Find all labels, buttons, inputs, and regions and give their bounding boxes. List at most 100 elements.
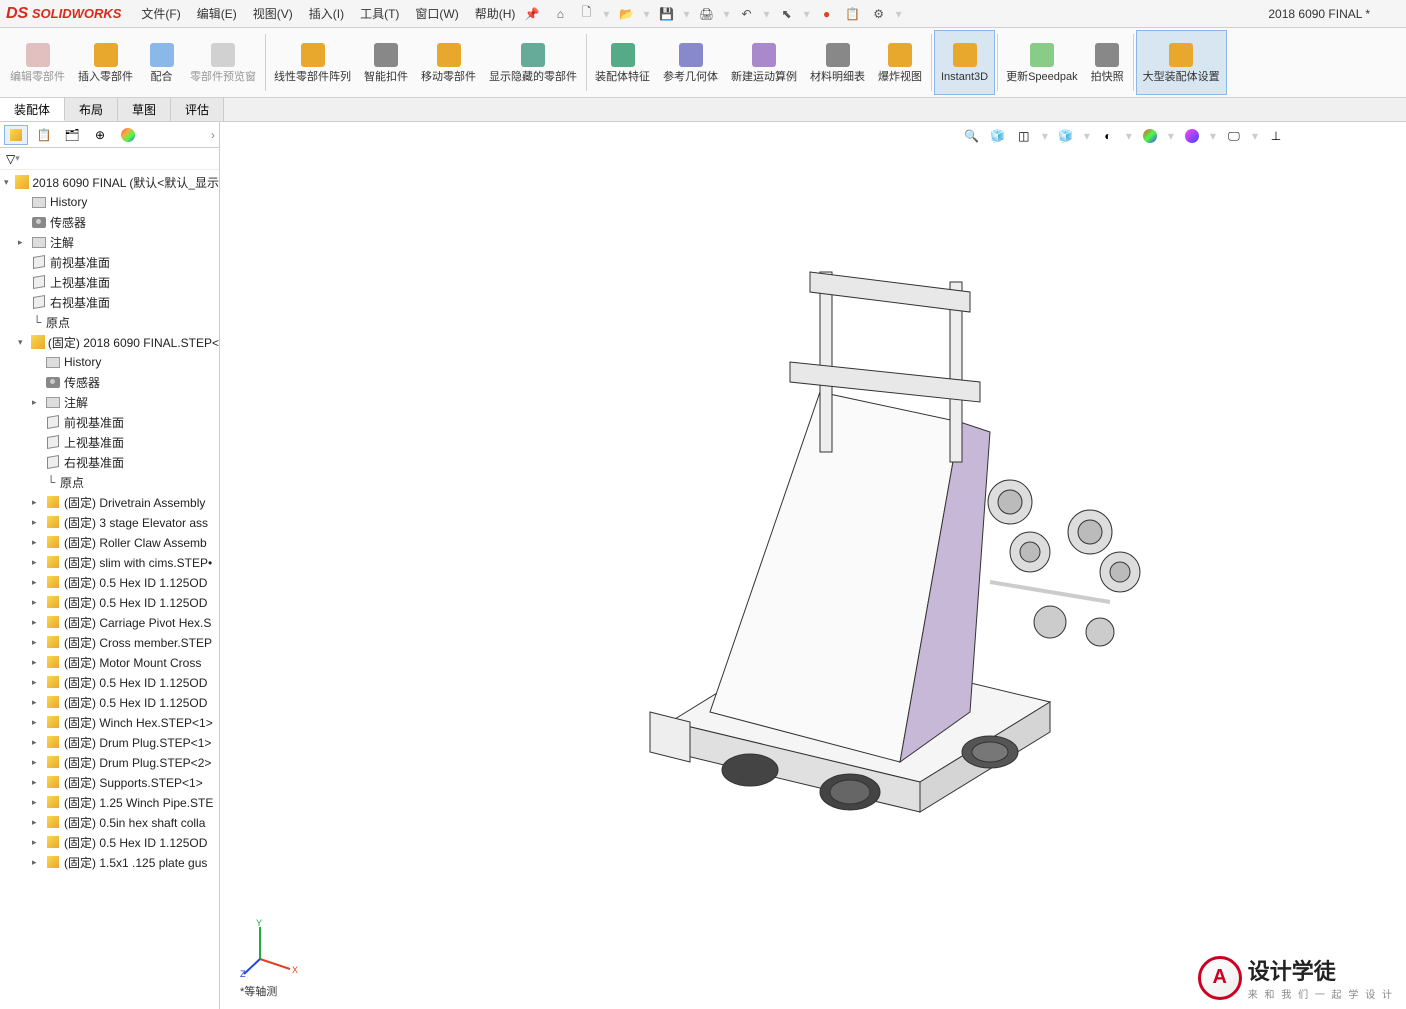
orient-icon[interactable]: 🧊 xyxy=(988,126,1008,146)
command-tab[interactable]: 评估 xyxy=(171,98,224,121)
property-tab[interactable]: 📋 xyxy=(32,125,56,145)
expander-icon[interactable]: ▸ xyxy=(32,657,42,668)
menu-item[interactable]: 窗口(W) xyxy=(407,5,466,22)
expander-icon[interactable]: ▸ xyxy=(18,237,28,248)
expander-icon[interactable]: ▸ xyxy=(32,797,42,808)
view-settings-icon[interactable]: 🖵 xyxy=(1224,126,1244,146)
tree-node[interactable]: 右视基准面 xyxy=(0,452,219,472)
expander-icon[interactable]: ▸ xyxy=(32,677,42,688)
hide-show-icon[interactable]: ⊥ xyxy=(1266,126,1286,146)
tree-node[interactable]: ▸(固定) slim with cims.STEP• xyxy=(0,552,219,572)
tree-node[interactable]: History xyxy=(0,192,219,212)
expander-icon[interactable]: ▾ xyxy=(18,337,27,348)
tree-node[interactable]: ▸(固定) 0.5 Hex ID 1.125OD xyxy=(0,672,219,692)
filter-icon[interactable]: ▽ xyxy=(6,152,15,166)
decal-icon[interactable] xyxy=(1182,126,1202,146)
expander-icon[interactable]: ▸ xyxy=(32,697,42,708)
ribbon-button[interactable]: 显示隐藏的零部件 xyxy=(483,30,584,95)
expander-icon[interactable]: ▸ xyxy=(32,717,42,728)
print-icon[interactable]: 🖨 xyxy=(698,5,716,23)
open-icon[interactable]: 📂 xyxy=(617,5,635,23)
ribbon-button[interactable]: 材料明细表 xyxy=(804,30,872,95)
new-icon[interactable]: 🗋 xyxy=(577,5,595,23)
expander-icon[interactable]: ▸ xyxy=(32,497,42,508)
save-icon[interactable]: 💾 xyxy=(657,5,675,23)
menu-item[interactable]: 视图(V) xyxy=(245,5,301,22)
ribbon-button[interactable]: 装配体特征 xyxy=(589,30,657,95)
zoom-fit-icon[interactable]: 🔍 xyxy=(962,126,982,146)
scene-icon[interactable]: ◐ xyxy=(1098,126,1118,146)
dim-tab[interactable]: ⊕ xyxy=(88,125,112,145)
tree-node[interactable]: 上视基准面 xyxy=(0,272,219,292)
tree-node[interactable]: History xyxy=(0,352,219,372)
expander-icon[interactable]: ▸ xyxy=(32,777,42,788)
tree-node[interactable]: 右视基准面 xyxy=(0,292,219,312)
command-tab[interactable]: 草图 xyxy=(118,98,171,121)
ribbon-button[interactable]: 爆炸视图 xyxy=(872,30,929,95)
tree-node[interactable]: 传感器 xyxy=(0,212,219,232)
command-tab[interactable]: 装配体 xyxy=(0,98,65,121)
config-tab[interactable]: 🗂 xyxy=(60,125,84,145)
menu-item[interactable]: 编辑(E) xyxy=(189,5,245,22)
pin-icon[interactable]: 📌 xyxy=(523,5,541,23)
tree-node[interactable]: ▸(固定) 0.5in hex shaft colla xyxy=(0,812,219,832)
menu-item[interactable]: 帮助(H) xyxy=(467,5,524,22)
tree-node[interactable]: ▸注解 xyxy=(0,232,219,252)
tree-node[interactable]: ▾2018 6090 FINAL (默认<默认_显示 xyxy=(0,172,219,192)
expander-icon[interactable]: ▸ xyxy=(32,537,42,548)
expander-icon[interactable]: ▸ xyxy=(32,737,42,748)
tree-node[interactable]: ▸(固定) Supports.STEP<1> xyxy=(0,772,219,792)
ribbon-button[interactable]: 配合 xyxy=(140,30,184,95)
ribbon-button[interactable]: 参考几何体 xyxy=(657,30,725,95)
tree-node[interactable]: ▸(固定) 0.5 Hex ID 1.125OD xyxy=(0,692,219,712)
command-tab[interactable]: 布局 xyxy=(65,98,118,121)
expander-icon[interactable]: ▸ xyxy=(32,817,42,828)
panel-chevron-icon[interactable]: › xyxy=(211,128,215,142)
expander-icon[interactable]: ▸ xyxy=(32,397,42,408)
appearance-icon[interactable] xyxy=(1140,126,1160,146)
orientation-triad[interactable]: X Y Z xyxy=(240,919,300,979)
menu-item[interactable]: 文件(F) xyxy=(133,5,188,22)
appearance-tab[interactable] xyxy=(116,125,140,145)
tree-node[interactable]: 原点 xyxy=(0,312,219,332)
rebuild-icon[interactable]: ● xyxy=(818,5,836,23)
tree-node[interactable]: 上视基准面 xyxy=(0,432,219,452)
tree-node[interactable]: ▸(固定) Motor Mount Cross xyxy=(0,652,219,672)
ribbon-button[interactable]: 更新Speedpak xyxy=(1000,30,1085,95)
menu-item[interactable]: 插入(I) xyxy=(301,5,352,22)
expander-icon[interactable]: ▸ xyxy=(32,517,42,528)
expander-icon[interactable]: ▸ xyxy=(32,837,42,848)
expander-icon[interactable]: ▸ xyxy=(32,857,42,868)
tree-node[interactable]: 前视基准面 xyxy=(0,412,219,432)
tree-node[interactable]: 前视基准面 xyxy=(0,252,219,272)
expander-icon[interactable]: ▸ xyxy=(32,577,42,588)
tree-node[interactable]: ▸(固定) 3 stage Elevator ass xyxy=(0,512,219,532)
ribbon-button[interactable]: 移动零部件 xyxy=(415,30,483,95)
tree-node[interactable]: ▸(固定) 0.5 Hex ID 1.125OD xyxy=(0,572,219,592)
tree-node[interactable]: ▸(固定) 1.25 Winch Pipe.STE xyxy=(0,792,219,812)
tree-node[interactable]: ▾(固定) 2018 6090 FINAL.STEP< xyxy=(0,332,219,352)
expander-icon[interactable]: ▸ xyxy=(32,617,42,628)
options-icon[interactable]: 📋 xyxy=(844,5,862,23)
tree-node[interactable]: ▸(固定) 1.5x1 .125 plate gus xyxy=(0,852,219,872)
settings-icon[interactable]: ⚙ xyxy=(870,5,888,23)
select-icon[interactable]: ⬉ xyxy=(778,5,796,23)
tree-node[interactable]: 原点 xyxy=(0,472,219,492)
ribbon-button[interactable]: 智能扣件 xyxy=(358,30,415,95)
tree-node[interactable]: ▸(固定) 0.5 Hex ID 1.125OD xyxy=(0,592,219,612)
tree-node[interactable]: ▸(固定) Drum Plug.STEP<2> xyxy=(0,752,219,772)
ribbon-button[interactable]: 新建运动算例 xyxy=(725,30,804,95)
ribbon-button[interactable]: 线性零部件阵列 xyxy=(268,30,358,95)
tree-node[interactable]: ▸(固定) Carriage Pivot Hex.S xyxy=(0,612,219,632)
section-icon[interactable]: 🧊 xyxy=(1056,126,1076,146)
tree-node[interactable]: ▸(固定) Roller Claw Assemb xyxy=(0,532,219,552)
tree-node[interactable]: ▸(固定) Cross member.STEP xyxy=(0,632,219,652)
ribbon-button[interactable]: 插入零部件 xyxy=(72,30,140,95)
viewport-3d[interactable]: 🔍 🧊 ◫ ▾ 🧊 ▾ ◐ ▾ ▾ ▾ 🖵 ▾ ⊥ xyxy=(220,122,1406,1009)
expander-icon[interactable]: ▸ xyxy=(32,597,42,608)
tree-node[interactable]: ▸(固定) Drivetrain Assembly xyxy=(0,492,219,512)
ribbon-button[interactable]: Instant3D xyxy=(934,30,995,95)
home-icon[interactable]: ⌂ xyxy=(551,5,569,23)
display-style-icon[interactable]: ◫ xyxy=(1014,126,1034,146)
feature-tree-tab[interactable] xyxy=(4,125,28,145)
